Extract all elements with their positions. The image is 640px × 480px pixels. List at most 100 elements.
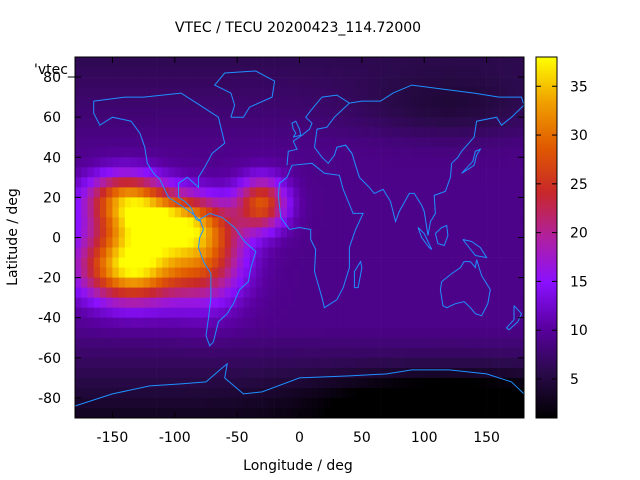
heatmap-cell: [442, 367, 450, 379]
heatmap-cell: [343, 127, 350, 138]
heatmap-cell: [517, 207, 525, 218]
heatmap-cell: [287, 157, 294, 168]
heatmap-cell: [424, 337, 431, 349]
y-tick-label: 60: [43, 110, 61, 126]
heatmap-cell: [174, 257, 182, 268]
heatmap-cell: [206, 137, 213, 148]
heatmap-cell: [249, 347, 257, 359]
heatmap-cell: [330, 367, 338, 379]
heatmap-cell: [218, 377, 225, 389]
heatmap-cell: [181, 377, 188, 389]
heatmap-cell: [149, 57, 157, 68]
heatmap-cell: [87, 87, 95, 98]
heatmap-cell: [118, 87, 126, 98]
heatmap-cell: [224, 247, 232, 258]
heatmap-cell: [156, 327, 163, 339]
heatmap-cell: [81, 408, 88, 419]
heatmap-cell: [380, 177, 388, 188]
heatmap-cell: [399, 337, 406, 349]
heatmap-cell: [467, 267, 475, 278]
heatmap-cell: [461, 77, 469, 88]
heatmap-cell: [517, 337, 525, 349]
heatmap-cell: [355, 267, 363, 278]
heatmap-cell: [118, 367, 126, 379]
heatmap-cell: [436, 247, 444, 258]
heatmap-cell: [206, 277, 213, 288]
heatmap-cell: [330, 237, 338, 248]
heatmap-cell: [418, 297, 425, 309]
heatmap-cell: [368, 257, 375, 268]
heatmap-cell: [124, 297, 132, 309]
heatmap-cell: [81, 227, 88, 238]
heatmap-cell: [199, 257, 207, 268]
heatmap-cell: [361, 137, 369, 148]
heatmap-cell: [499, 77, 506, 88]
heatmap-cell: [181, 277, 188, 288]
heatmap-cell: [499, 177, 506, 188]
heatmap-cell: [449, 357, 456, 369]
heatmap-cell: [399, 177, 406, 188]
heatmap-cell: [442, 297, 450, 309]
heatmap-cell: [368, 147, 375, 158]
heatmap-cell: [355, 397, 363, 409]
heatmap-cell: [212, 117, 219, 128]
heatmap-cell: [411, 127, 419, 138]
heatmap-cell: [168, 307, 176, 319]
heatmap-cell: [349, 367, 356, 379]
heatmap-cell: [168, 87, 176, 98]
heatmap-cell: [212, 97, 219, 108]
heatmap-cell: [168, 117, 176, 128]
heatmap-cell: [467, 117, 475, 128]
heatmap-cell: [156, 307, 163, 319]
heatmap-cell: [380, 227, 388, 238]
heatmap-cell: [449, 227, 456, 238]
heatmap-cell: [474, 197, 481, 208]
heatmap-cell: [374, 397, 381, 409]
heatmap-cell: [131, 57, 138, 68]
heatmap-cell: [162, 197, 169, 208]
heatmap-cell: [424, 327, 431, 339]
heatmap-cell: [499, 277, 506, 288]
heatmap-cell: [224, 117, 232, 128]
heatmap-cell: [486, 247, 494, 258]
heatmap-cell: [499, 297, 506, 309]
heatmap-cell: [162, 157, 169, 168]
heatmap-cell: [368, 357, 375, 369]
heatmap-cell: [442, 257, 450, 268]
heatmap-cell: [480, 167, 487, 178]
heatmap-cell: [393, 97, 400, 108]
heatmap-cell: [156, 387, 163, 399]
heatmap-cell: [81, 377, 88, 389]
heatmap-cell: [218, 408, 225, 419]
heatmap-cell: [287, 357, 294, 369]
heatmap-cell: [380, 97, 388, 108]
heatmap-cell: [193, 57, 201, 68]
heatmap-cell: [486, 257, 494, 268]
heatmap-cell: [305, 327, 313, 339]
heatmap-cell: [106, 337, 113, 349]
heatmap-cell: [118, 227, 126, 238]
heatmap-cell: [230, 107, 238, 118]
heatmap-cell: [449, 147, 456, 158]
heatmap-cell: [361, 107, 369, 118]
heatmap-cell: [380, 247, 388, 258]
heatmap-cell: [218, 107, 225, 118]
heatmap-cell: [174, 97, 182, 108]
heatmap-cell: [374, 257, 381, 268]
heatmap-cell: [206, 167, 213, 178]
heatmap-cell: [442, 177, 450, 188]
coastline-africa: [277, 162, 364, 309]
heatmap-cell: [330, 287, 338, 298]
heatmap-cell: [143, 107, 151, 118]
heatmap-cell: [343, 397, 350, 409]
heatmap-cell: [393, 217, 400, 228]
heatmap-cell: [386, 197, 394, 208]
coastline-japan: [461, 148, 482, 174]
heatmap-cell: [380, 387, 388, 399]
heatmap-cell: [399, 277, 406, 288]
heatmap-cell: [218, 217, 225, 228]
heatmap-cell: [99, 97, 107, 108]
heatmap-cell: [181, 157, 188, 168]
heatmap-cell: [218, 317, 225, 329]
heatmap-cell: [505, 247, 512, 258]
